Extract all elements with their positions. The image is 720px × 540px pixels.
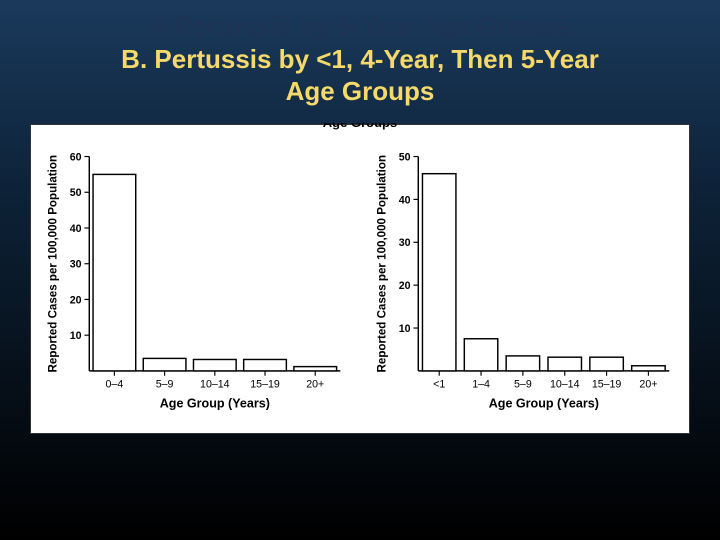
svg-text:Age Group (Years): Age Group (Years)	[160, 396, 270, 410]
svg-text:Age Group (Years): Age Group (Years)	[489, 396, 599, 410]
svg-text:20: 20	[399, 280, 411, 292]
svg-text:30: 30	[70, 258, 82, 270]
chart-a: 10 20 30 40 50 60 0–4 5–9 10–14 15–19 20+ Reported …	[41, 143, 350, 425]
svg-text:20: 20	[70, 294, 82, 306]
svg-text:30: 30	[399, 237, 411, 249]
svg-text:50: 50	[70, 187, 82, 199]
title-line-b1: B. Pertussis by <1, 4-Year, Then 5-Year	[40, 43, 680, 76]
svg-text:Reported Cases per 100,000 Pop: Reported Cases per 100,000 Population	[47, 154, 59, 372]
svg-text:50: 50	[399, 151, 411, 163]
svg-text:5–9: 5–9	[514, 378, 532, 390]
chart-b-container: 10 20 30 40 50 <1 1–4 5–9 10–14 15–19 20+ Reported …	[360, 125, 689, 433]
svg-text:20+: 20+	[306, 378, 324, 390]
slide-title: A Pertussis by 5-Year Age Groups B. Pert…	[0, 0, 720, 116]
chart-b: 10 20 30 40 50 <1 1–4 5–9 10–14 15–19 20+ Reported …	[370, 143, 679, 425]
svg-text:60: 60	[70, 151, 82, 163]
svg-text:Reported Cases per 100,000 Pop: Reported Cases per 100,000 Population	[376, 154, 388, 372]
svg-text:5–9: 5–9	[156, 378, 174, 390]
svg-text:10–14: 10–14	[200, 378, 230, 390]
svg-text:0–4: 0–4	[106, 378, 124, 390]
svg-text:<1: <1	[433, 378, 445, 390]
svg-text:20+: 20+	[639, 378, 657, 390]
svg-text:10: 10	[70, 330, 82, 342]
chart-panel: Age Groups 1020304050600–45–910–1415–192…	[30, 124, 690, 434]
svg-text:15–19: 15–19	[250, 378, 280, 390]
svg-text:40: 40	[70, 222, 82, 234]
chart-a-container: 10 20 30 40 50 60 0–4 5–9 10–14 15–19 20+ Reported …	[31, 125, 360, 433]
svg-text:1–4: 1–4	[472, 378, 490, 390]
svg-text:40: 40	[399, 194, 411, 206]
svg-text:10–14: 10–14	[550, 378, 580, 390]
title-line-b2: Age Groups	[40, 75, 680, 108]
svg-text:15–19: 15–19	[592, 378, 622, 390]
title-line-a: A Pertussis by 5-Year Age Groups	[40, 10, 680, 43]
svg-text:10: 10	[399, 322, 411, 334]
